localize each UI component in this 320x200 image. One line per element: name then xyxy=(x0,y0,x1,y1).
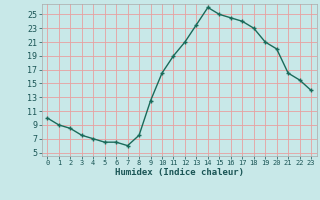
X-axis label: Humidex (Indice chaleur): Humidex (Indice chaleur) xyxy=(115,168,244,177)
